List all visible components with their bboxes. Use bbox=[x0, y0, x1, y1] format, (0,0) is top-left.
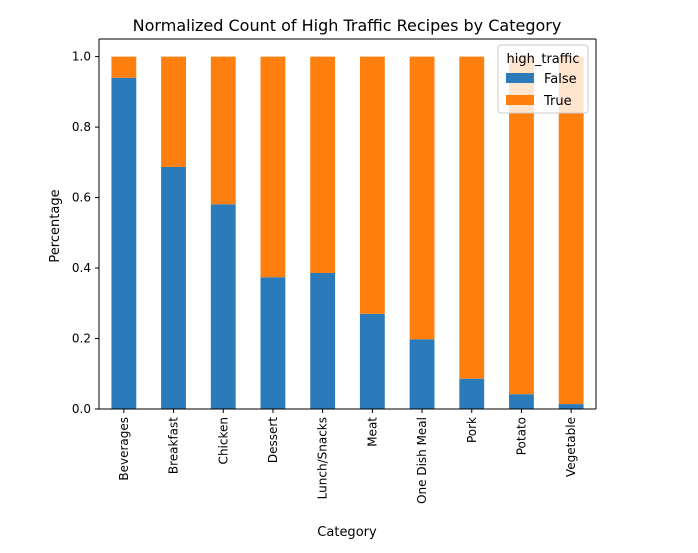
y-tick-label: 0.4 bbox=[72, 261, 91, 275]
legend-title: high_traffic bbox=[507, 52, 580, 67]
x-tick-label: Pork bbox=[465, 417, 479, 443]
bar-true-meat bbox=[359, 56, 385, 314]
x-tick-label: Vegetable bbox=[564, 417, 578, 477]
x-tick-label: Breakfast bbox=[167, 417, 181, 474]
bar-false-chicken bbox=[210, 204, 236, 409]
x-tick-label: Dessert bbox=[266, 417, 280, 463]
y-tick-label: 0.0 bbox=[72, 402, 91, 416]
y-tick-label: 0.8 bbox=[72, 120, 91, 134]
legend-label-true: True bbox=[543, 94, 572, 109]
bar-false-one-dish-meal bbox=[409, 339, 435, 409]
x-tick-label: Chicken bbox=[216, 417, 230, 464]
legend-label-false: False bbox=[544, 72, 577, 87]
bar-false-potato bbox=[509, 394, 534, 409]
bar-true-chicken bbox=[210, 56, 236, 205]
bar-true-lunch-snacks bbox=[310, 56, 336, 273]
bar-false-dessert bbox=[260, 277, 286, 409]
x-tick-label: Lunch/Snacks bbox=[316, 417, 330, 499]
bar-false-pork bbox=[459, 378, 485, 409]
y-tick-label: 0.6 bbox=[72, 191, 91, 205]
bar-true-one-dish-meal bbox=[409, 56, 435, 340]
bar-true-beverages bbox=[111, 56, 137, 78]
legend-swatch-false bbox=[506, 73, 534, 83]
bar-true-dessert bbox=[260, 56, 286, 278]
x-tick-label: Potato bbox=[514, 417, 528, 455]
y-tick-label: 0.2 bbox=[72, 332, 91, 346]
bar-false-meat bbox=[359, 313, 385, 409]
bar-false-vegetable bbox=[558, 404, 584, 409]
x-tick-label: Meat bbox=[365, 417, 379, 447]
legend: high_traffic False True bbox=[497, 44, 589, 114]
chart-title: Normalized Count of High Traffic Recipes… bbox=[133, 16, 562, 35]
bar-true-breakfast bbox=[161, 56, 186, 167]
bar-true-pork bbox=[459, 56, 485, 379]
x-tick-label: One Dish Meal bbox=[415, 417, 429, 504]
bar-false-lunch-snacks bbox=[310, 272, 336, 409]
bar-true-vegetable bbox=[558, 56, 584, 405]
legend-swatch-true bbox=[506, 95, 534, 105]
bar-false-breakfast bbox=[161, 166, 186, 409]
x-tick-label: Beverages bbox=[117, 417, 131, 481]
bar-false-beverages bbox=[111, 77, 137, 409]
x-axis-label: Category bbox=[317, 525, 377, 540]
y-tick-label: 1.0 bbox=[72, 50, 91, 64]
y-axis-label: Percentage bbox=[48, 189, 63, 262]
